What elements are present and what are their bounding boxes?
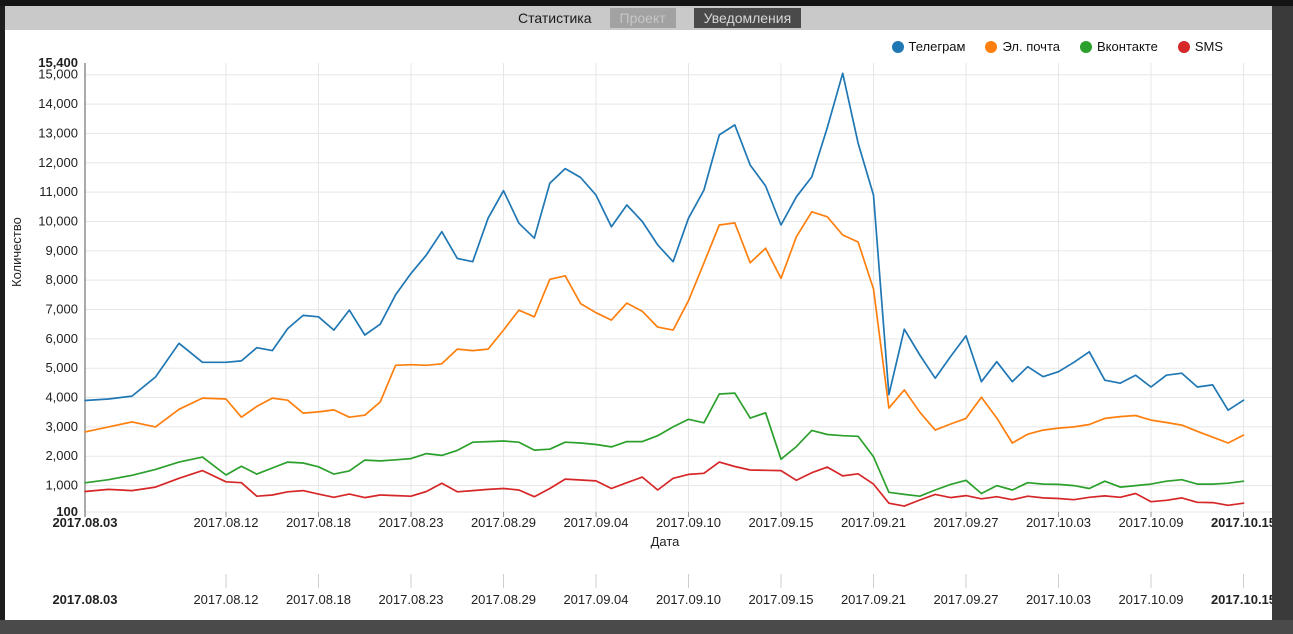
legend-item[interactable]: SMS — [1177, 39, 1223, 54]
legend-label: Эл. почта — [1002, 39, 1060, 54]
x-tick-label: 2017.10.03 — [1026, 515, 1091, 530]
x-tick-label: 2017.09.27 — [933, 515, 998, 530]
window-left-edge — [0, 0, 5, 634]
x-tick-label: 2017.09.21 — [841, 515, 906, 530]
tab-project[interactable]: Проект — [609, 8, 676, 28]
x-tick-label-secondary: 2017.09.21 — [841, 592, 906, 607]
y-tick-label: 12,000 — [38, 155, 78, 170]
tab-statistics[interactable]: Статистика — [518, 10, 592, 26]
y-tick-label: 15,400 — [38, 55, 78, 70]
x-tick-label-secondary: 2017.08.29 — [471, 592, 536, 607]
x-tick-label: 2017.08.23 — [378, 515, 443, 530]
x-tick-label-secondary: 2017.08.03 — [52, 592, 117, 607]
legend-label: Вконтакте — [1097, 39, 1158, 54]
series-line — [84, 210, 1245, 444]
legend-swatch — [1080, 40, 1092, 53]
tab-notifications[interactable]: Уведомления — [693, 8, 802, 28]
y-tick-label: 5,000 — [45, 360, 78, 375]
y-tick-label: 9,000 — [45, 243, 78, 258]
y-tick-label: 14,000 — [38, 96, 78, 111]
x-tick-label: 2017.10.15 — [1211, 515, 1276, 530]
x-tick-label: 2017.09.04 — [563, 515, 628, 530]
y-tick-label: 13,000 — [38, 125, 78, 140]
x-tick-label-secondary: 2017.09.27 — [933, 592, 998, 607]
window-top-edge — [0, 0, 1293, 6]
x-tick-label-secondary: 2017.10.09 — [1118, 592, 1183, 607]
x-tick-label-secondary: 2017.08.12 — [193, 592, 258, 607]
series-line — [84, 392, 1245, 498]
chart-panel — [5, 30, 1272, 620]
x-tick-label: 2017.09.15 — [748, 515, 813, 530]
legend-label: SMS — [1194, 39, 1223, 54]
y-tick-label: 8,000 — [45, 272, 78, 287]
x-tick-label: 2017.10.09 — [1118, 515, 1183, 530]
legend-swatch — [1177, 40, 1190, 53]
legend-item[interactable]: Эл. почта — [985, 39, 1060, 54]
x-tick-label-secondary: 2017.09.15 — [748, 592, 813, 607]
window-right-edge — [1272, 0, 1293, 634]
x-tick-label: 2017.09.10 — [656, 515, 721, 530]
y-axis-title: Количество — [9, 217, 24, 287]
series-line — [84, 461, 1245, 507]
y-tick-label: 11,000 — [39, 184, 78, 199]
legend-item[interactable]: Вконтакте — [1080, 39, 1158, 54]
y-tick-label: 6,000 — [45, 331, 78, 346]
x-tick-label-secondary: 2017.08.23 — [378, 592, 443, 607]
x-tick-label-secondary: 2017.08.18 — [286, 592, 351, 607]
y-tick-label: 10,000 — [38, 213, 78, 228]
y-tick-label: 1,000 — [45, 478, 78, 493]
y-tick-label: 15,000 — [38, 67, 78, 82]
legend-item[interactable]: Телеграм — [891, 39, 966, 54]
y-tick-label: 7,000 — [45, 302, 78, 317]
x-axis-title: Дата — [650, 534, 680, 549]
x-tick-label: 2017.08.12 — [193, 515, 258, 530]
legend-swatch — [891, 40, 904, 53]
legend-swatch — [985, 40, 998, 53]
y-tick-label: 2,000 — [45, 448, 78, 463]
x-tick-label-secondary: 2017.09.04 — [563, 592, 628, 607]
x-tick-label-secondary: 2017.10.15 — [1211, 592, 1276, 607]
x-tick-label: 2017.08.29 — [471, 515, 536, 530]
chart-legend: Телеграм Эл. почта Вконтакте SMS — [891, 39, 1223, 54]
x-tick-label: 2017.08.03 — [52, 515, 117, 530]
x-tick-label-secondary: 2017.09.10 — [656, 592, 721, 607]
y-tick-label: 100 — [56, 504, 78, 519]
x-tick-label-secondary: 2017.10.03 — [1026, 592, 1091, 607]
y-tick-label: 4,000 — [45, 390, 78, 405]
header-tab-bar: Статистика Проект Уведомления — [5, 6, 1272, 30]
window-bottom-edge — [0, 620, 1293, 634]
legend-label: Телеграм — [908, 39, 966, 54]
series-line — [84, 72, 1245, 412]
x-tick-label: 2017.08.18 — [286, 515, 351, 530]
y-tick-label: 3,000 — [45, 419, 78, 434]
